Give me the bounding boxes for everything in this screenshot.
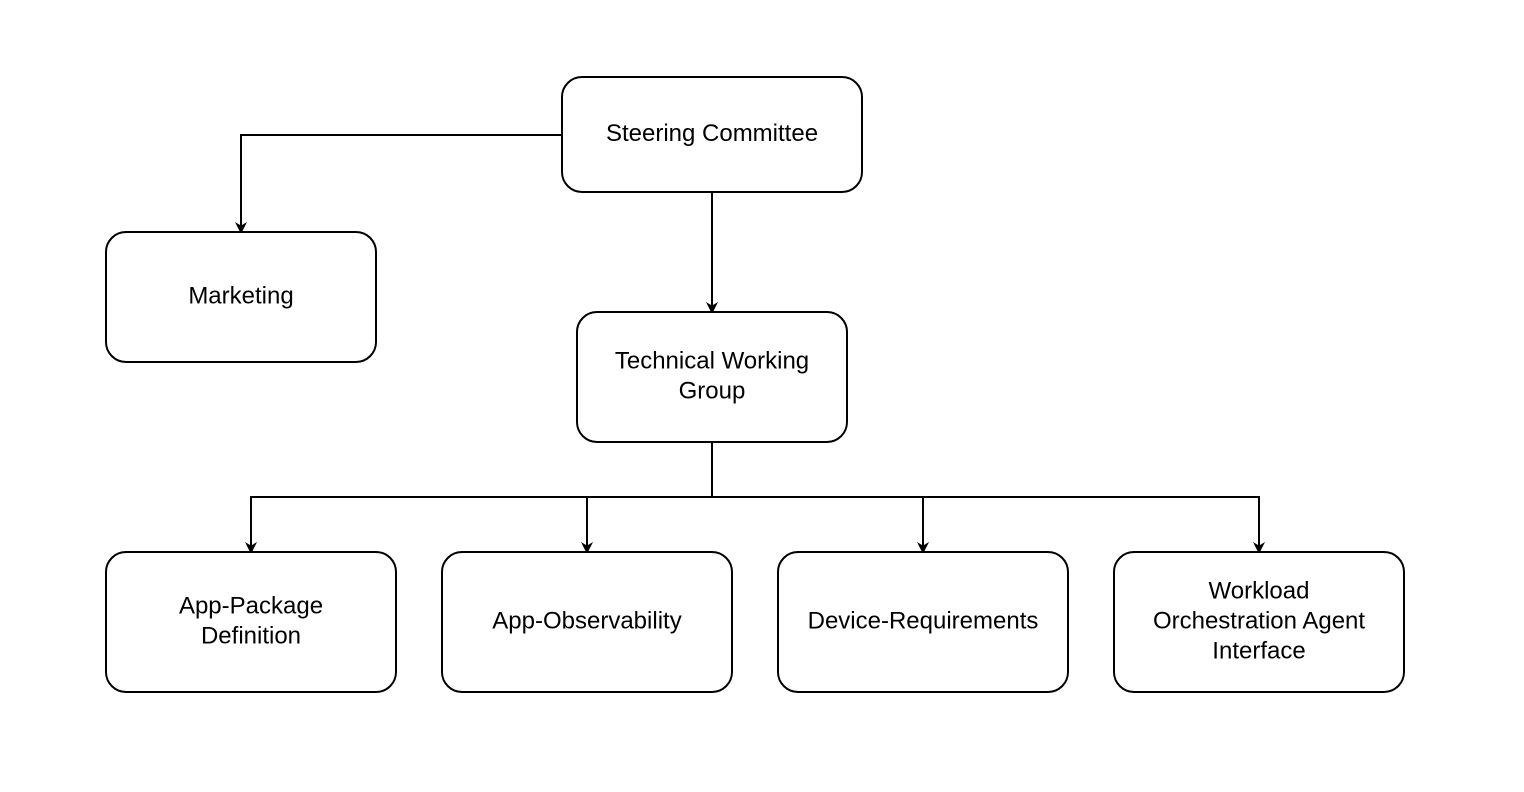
node-apppkg-label-line-1: Definition (201, 622, 301, 649)
node-steering-label-line-0: Steering Committee (606, 120, 818, 147)
node-steering: Steering Committee (562, 77, 862, 192)
node-twg-label-line-0: Technical Working (615, 347, 809, 374)
edge-twg-to-workload (712, 442, 1259, 552)
node-workload-label-line-0: Workload (1209, 577, 1310, 604)
node-marketing-label-line-0: Marketing (188, 282, 293, 309)
node-appobs-label-line-0: App-Observability (492, 607, 681, 634)
node-devreq: Device-Requirements (778, 552, 1068, 692)
node-workload-label-line-1: Orchestration Agent (1153, 607, 1365, 634)
org-chart-diagram: Steering Committee Marketing Technical Wor… (0, 0, 1524, 792)
edge-twg-to-appobs (587, 442, 712, 552)
node-appobs: App-Observability (442, 552, 732, 692)
node-marketing: Marketing (106, 232, 376, 362)
node-apppkg-label-line-0: App-Package (179, 592, 323, 619)
node-workload: Workload Orchestration Agent Interface (1114, 552, 1404, 692)
node-twg: Technical Working Group (577, 312, 847, 442)
node-devreq-label-line-0: Device-Requirements (808, 607, 1039, 634)
node-workload-label-line-2: Interface (1212, 637, 1305, 664)
node-apppkg: App-Package Definition (106, 552, 396, 692)
node-twg-label-line-1: Group (679, 377, 746, 404)
